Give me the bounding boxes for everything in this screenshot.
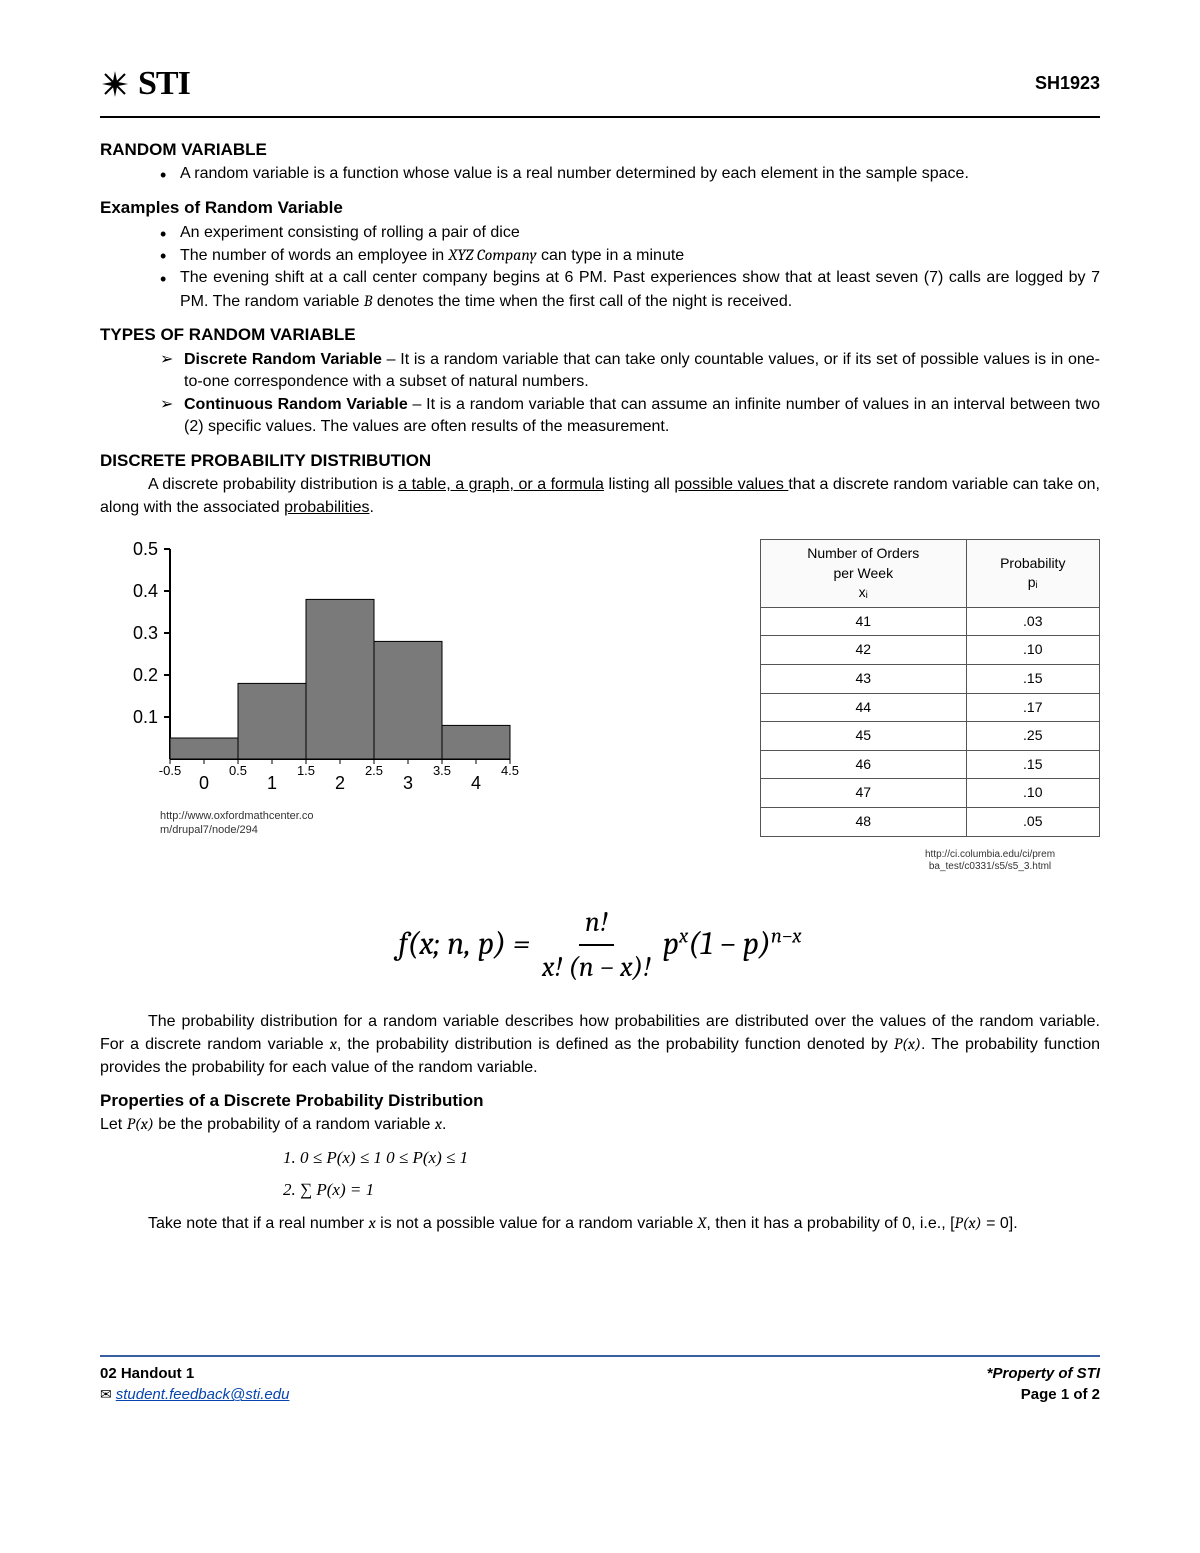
sti-logo: STI [100, 60, 190, 108]
example-item: The number of words an employee in XYZ C… [160, 244, 1100, 267]
table-cell: 42 [761, 636, 967, 665]
section-title-props: Properties of a Discrete Probability Dis… [100, 1089, 1100, 1113]
page-footer: 02 Handout 1 ✉student.feedback@sti.edu *… [100, 1355, 1100, 1405]
table-cell: .10 [966, 636, 1099, 665]
binomial-formula: f(x; n, p) = n! x! (n − x)! px(1 − p)n−x [100, 903, 1100, 987]
types-list: Discrete Random Variable – It is a rando… [100, 349, 1100, 439]
dpd-intro: A discrete probability distribution is a… [100, 474, 1100, 519]
section-title-rv: RANDOM VARIABLE [100, 138, 1100, 162]
rv-def-list: A random variable is a function whose va… [100, 163, 1100, 185]
section-title-dpd: DISCRETE PROBABILITY DISTRIBUTION [100, 449, 1100, 473]
table-cell: .17 [966, 693, 1099, 722]
table-row: 43.15 [761, 665, 1100, 694]
svg-text:3: 3 [403, 773, 413, 793]
svg-text:1: 1 [267, 773, 277, 793]
property-item: ∑ P(x) = 1 [300, 1178, 1100, 1202]
table-cell: 47 [761, 779, 967, 808]
table-row: 41.03 [761, 607, 1100, 636]
svg-text:0.5: 0.5 [229, 763, 247, 778]
note-paragraph: Take note that if a real number x is not… [100, 1212, 1100, 1235]
svg-text:2.5: 2.5 [365, 763, 383, 778]
fraction: n! x! (n − x)! [536, 903, 657, 987]
table-row: 48.05 [761, 808, 1100, 837]
table-cell: .03 [966, 607, 1099, 636]
table-cell: 45 [761, 722, 967, 751]
svg-text:4: 4 [471, 773, 481, 793]
svg-text:0.2: 0.2 [133, 665, 158, 685]
properties-list: 0 ≤ P(x) ≤ 1 0 ≤ P(x) ≤ 1 ∑ P(x) = 1 [100, 1146, 1100, 1202]
table-cell: 44 [761, 693, 967, 722]
table-cell: 43 [761, 665, 967, 694]
table-header: Number of Orders per Week xᵢ [761, 540, 967, 608]
probability-table: Number of Orders per Week xᵢ Probability… [760, 539, 1100, 837]
table-cell: .25 [966, 722, 1099, 751]
table-cell: .15 [966, 665, 1099, 694]
table-cell: .05 [966, 808, 1099, 837]
table-cell: 46 [761, 750, 967, 779]
dpd-paragraph: The probability distribution for a rando… [100, 1011, 1100, 1079]
table-row: 45.25 [761, 722, 1100, 751]
table-row: 44.17 [761, 693, 1100, 722]
svg-text:0.1: 0.1 [133, 707, 158, 727]
example-item: An experiment consisting of rolling a pa… [160, 222, 1100, 244]
histogram-chart: 0.10.20.30.40.5-0.500.511.522.533.544.5 … [100, 539, 720, 837]
svg-text:4.5: 4.5 [501, 763, 519, 778]
table-row: 47.10 [761, 779, 1100, 808]
logo-text: STI [138, 60, 190, 108]
table-caption: http://ci.columbia.edu/ci/prem ba_test/c… [880, 849, 1100, 873]
table-header: Probability pᵢ [966, 540, 1099, 608]
table-cell: .10 [966, 779, 1099, 808]
feedback-email-link[interactable]: student.feedback@sti.edu [116, 1386, 290, 1403]
property-label: *Property of STI [987, 1363, 1100, 1384]
doc-code: SH1923 [1035, 71, 1100, 96]
svg-text:1.5: 1.5 [297, 763, 315, 778]
section-title-examples: Examples of Random Variable [100, 196, 1100, 220]
svg-text:-0.5: -0.5 [159, 763, 181, 778]
type-item: Discrete Random Variable – It is a rando… [160, 349, 1100, 394]
table-row: 46.15 [761, 750, 1100, 779]
svg-text:0.4: 0.4 [133, 581, 158, 601]
example-item: The evening shift at a call center compa… [160, 267, 1100, 313]
table-cell: 48 [761, 808, 967, 837]
props-intro: Let P(x) be the probability of a random … [100, 1113, 1100, 1136]
svg-text:0.3: 0.3 [133, 623, 158, 643]
figure-row: 0.10.20.30.40.5-0.500.511.522.533.544.5 … [100, 539, 1100, 873]
table-cell: .15 [966, 750, 1099, 779]
svg-text:0.5: 0.5 [133, 539, 158, 559]
page-number: Page 1 of 2 [987, 1384, 1100, 1405]
svg-text:2: 2 [335, 773, 345, 793]
probability-table-block: Number of Orders per Week xᵢ Probability… [760, 539, 1100, 873]
property-item: 0 ≤ P(x) ≤ 1 0 ≤ P(x) ≤ 1 [300, 1146, 1100, 1170]
chart-caption: http://www.oxfordmathcenter.co m/drupal7… [160, 810, 720, 836]
table-cell: 41 [761, 607, 967, 636]
table-row: 42.10 [761, 636, 1100, 665]
histogram-svg: 0.1 0.2 0.3 0.4 0.5 -0.5 0 0.5 1 1.5 2 2.5 3 3.5 4 4.5 [100, 539, 520, 799]
rv-def: A random variable is a function whose va… [160, 163, 1100, 185]
page-header: STI SH1923 [100, 60, 1100, 118]
logo-burst-icon [100, 69, 134, 99]
section-title-types: TYPES OF RANDOM VARIABLE [100, 323, 1100, 347]
type-item: Continuous Random Variable – It is a ran… [160, 394, 1100, 439]
handout-label: 02 Handout 1 [100, 1363, 289, 1384]
svg-text:3.5: 3.5 [433, 763, 451, 778]
svg-text:0: 0 [199, 773, 209, 793]
examples-list: An experiment consisting of rolling a pa… [100, 222, 1100, 314]
envelope-icon: ✉ [100, 1386, 112, 1402]
